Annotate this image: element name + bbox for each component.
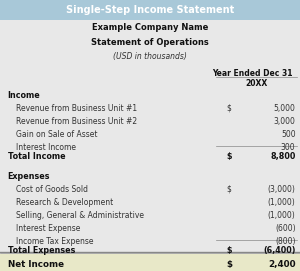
Text: (600): (600): [275, 224, 296, 233]
Text: Research & Development: Research & Development: [16, 198, 114, 207]
Text: Total Expenses: Total Expenses: [8, 246, 75, 255]
Text: Interest Expense: Interest Expense: [16, 224, 81, 233]
Text: Revenue from Business Unit #2: Revenue from Business Unit #2: [16, 117, 138, 126]
Text: Expenses: Expenses: [8, 172, 50, 180]
Text: $: $: [226, 246, 232, 255]
Text: Cost of Goods Sold: Cost of Goods Sold: [16, 185, 88, 193]
Text: Year Ended Dec 31: Year Ended Dec 31: [212, 69, 292, 78]
Text: 5,000: 5,000: [274, 104, 296, 113]
Text: (800): (800): [275, 237, 296, 246]
Text: Statement of Operations: Statement of Operations: [91, 38, 209, 47]
Text: (1,000): (1,000): [268, 198, 295, 207]
Text: $: $: [226, 104, 231, 113]
Text: Gain on Sale of Asset: Gain on Sale of Asset: [16, 130, 98, 139]
Text: (1,000): (1,000): [268, 211, 295, 220]
Text: Single-Step Income Statement: Single-Step Income Statement: [66, 5, 234, 15]
Text: $: $: [226, 185, 231, 193]
Text: 2,400: 2,400: [268, 260, 295, 269]
Text: $: $: [226, 260, 232, 269]
Text: Example Company Name: Example Company Name: [92, 23, 208, 32]
Text: (3,000): (3,000): [268, 185, 296, 193]
Text: 20XX: 20XX: [245, 79, 268, 88]
Text: Income Tax Expense: Income Tax Expense: [16, 237, 94, 246]
Text: (USD in thousands): (USD in thousands): [113, 52, 187, 61]
Text: Revenue from Business Unit #1: Revenue from Business Unit #1: [16, 104, 138, 113]
Text: Total Income: Total Income: [8, 152, 65, 161]
Text: $: $: [226, 152, 232, 161]
Text: Income: Income: [8, 91, 40, 100]
Text: (6,400): (6,400): [263, 246, 296, 255]
FancyBboxPatch shape: [0, 0, 300, 20]
Text: 500: 500: [281, 130, 296, 139]
Text: 3,000: 3,000: [274, 117, 296, 126]
Text: Selling, General & Administrative: Selling, General & Administrative: [16, 211, 145, 220]
Text: Interest Income: Interest Income: [16, 143, 76, 152]
Text: 300: 300: [281, 143, 296, 152]
FancyBboxPatch shape: [0, 254, 300, 271]
Text: 8,800: 8,800: [270, 152, 296, 161]
Text: Net Income: Net Income: [8, 260, 64, 269]
